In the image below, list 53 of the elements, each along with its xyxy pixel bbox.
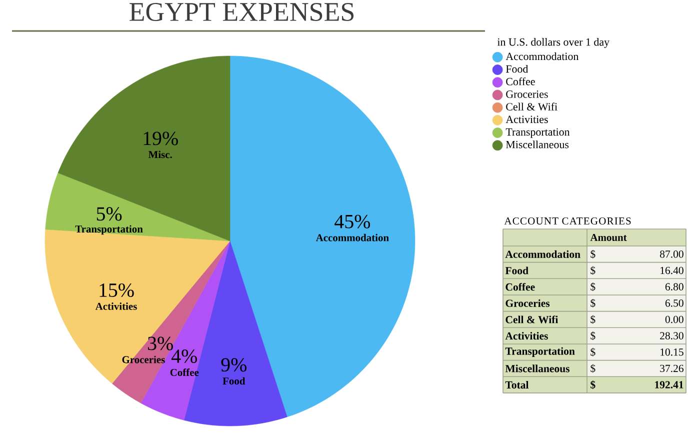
text: 28.30	[660, 332, 684, 340]
text: 10.15	[660, 348, 684, 356]
category-label: Accommodation	[505, 250, 580, 258]
data-label: 15%	[100, 283, 134, 297]
data-label: 19%	[144, 132, 178, 146]
text: 0.00	[665, 316, 684, 324]
legend-label: Coffee	[506, 77, 535, 86]
text: $	[590, 298, 596, 308]
legend-label: Groceries	[506, 90, 548, 98]
text: $	[590, 315, 596, 324]
text: $	[590, 331, 596, 340]
text: Accommodation	[316, 234, 389, 242]
text: $	[590, 282, 596, 292]
text: Misc.	[148, 150, 172, 158]
text: $	[590, 348, 596, 356]
data-label: 45%	[334, 214, 370, 228]
text: $	[590, 380, 596, 390]
text: 37.26	[660, 364, 684, 372]
category-label: Cell & Wifi	[506, 316, 558, 324]
category-label: Transportation	[505, 347, 575, 358]
data-label: 3%	[148, 336, 173, 350]
legend-label: Food	[506, 64, 528, 73]
text: $	[590, 266, 596, 275]
chart-title: EGYPT EXPENSES	[130, 2, 354, 22]
data-label: 5%	[96, 207, 122, 221]
category-label: Miscellaneous	[505, 364, 570, 372]
text: 6.80	[665, 283, 684, 290]
data-label: 4%	[171, 349, 197, 363]
text: $	[590, 364, 596, 373]
legend-label: Activities	[506, 116, 548, 124]
category-label: Groceries	[506, 299, 550, 307]
category-label: Total	[505, 380, 529, 389]
legend-title: in U.S. dollars over 1 day	[497, 38, 610, 48]
text: $	[590, 250, 596, 258]
legend-label: Transportation	[506, 128, 570, 138]
text: Activities	[95, 302, 137, 310]
legend-label: Miscellaneous	[506, 140, 569, 148]
text: 192.41	[655, 381, 684, 388]
text: 16.40	[660, 266, 684, 274]
text: 6.50	[665, 299, 684, 307]
category-label: Activities	[505, 332, 548, 340]
text: Transportation	[75, 225, 143, 235]
legend-label: Accommodation	[506, 52, 579, 60]
category-label: Food	[505, 266, 528, 274]
legend-label: Cell & Wifi	[506, 102, 558, 111]
text: ACCOUNT CATEGORIES	[504, 217, 631, 225]
text: Food	[222, 377, 246, 385]
text: Coffee	[170, 368, 199, 376]
data-label: 9%	[221, 358, 246, 372]
category-label: Coffee	[506, 282, 535, 291]
text: Amount	[590, 234, 627, 241]
text: Groceries	[122, 356, 165, 364]
text: 87.00	[660, 250, 684, 258]
